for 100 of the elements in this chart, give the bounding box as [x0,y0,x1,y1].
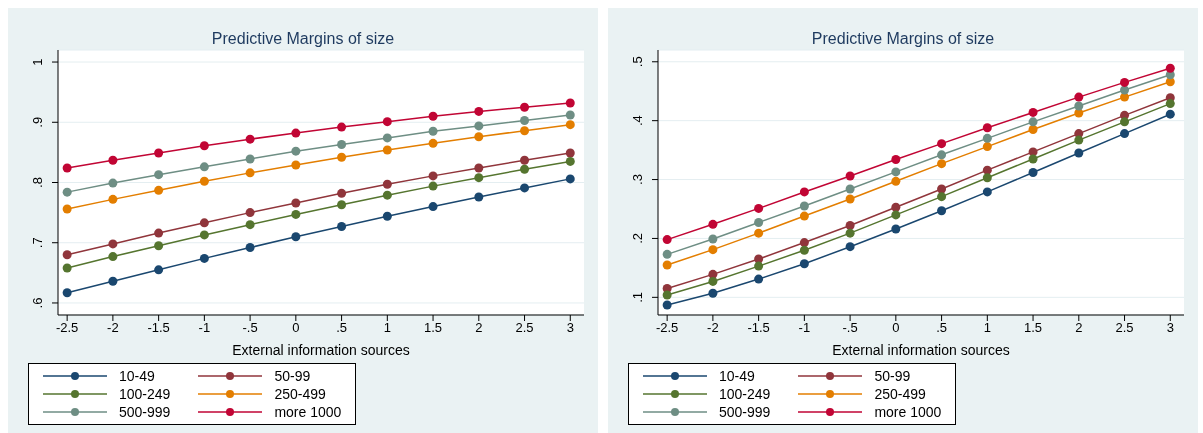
x-tick-label: 2.5 [515,320,534,336]
point [474,121,484,131]
x-tick-label: .5 [336,320,347,336]
point [62,263,72,273]
point [291,160,301,170]
point [199,218,209,228]
point [1074,101,1084,111]
point [845,171,855,181]
point [565,120,575,130]
x-tick-label: -1 [198,320,211,336]
legend-label: more 1000 [874,404,942,420]
point [108,252,118,262]
point [1074,92,1084,102]
point [154,241,164,251]
point [291,146,301,156]
point [62,250,72,260]
point [154,185,164,195]
point [520,155,530,165]
point [845,220,855,230]
x-tick-label: -1 [798,320,811,336]
point [982,133,992,143]
point [1074,135,1084,145]
legend-label: more 1000 [274,404,342,420]
point [982,173,992,183]
point [1028,125,1038,134]
point [1165,99,1175,109]
point [1028,117,1038,127]
point [1074,148,1084,158]
point [937,206,947,216]
point [1028,107,1038,117]
point [108,194,118,204]
point [382,211,392,221]
y-tick-label: .2 [630,233,645,244]
point [982,123,992,133]
point [382,117,392,127]
point [154,148,164,158]
point [428,138,438,148]
point [428,111,438,121]
point [382,133,392,143]
point [62,187,72,197]
point [845,242,855,252]
point [662,249,672,259]
point [291,232,301,242]
point [291,128,301,138]
point [520,126,530,136]
point [982,187,992,197]
point [474,106,484,116]
point [1028,167,1038,177]
point [199,253,209,263]
point [520,164,530,174]
point [565,148,575,158]
y-tick-label: .4 [630,115,645,127]
point [662,235,672,245]
y-tick-label: .7 [30,237,45,249]
point [108,276,118,286]
legend-label: 50-99 [274,368,311,384]
point [474,173,484,183]
x-tick-label: -2 [107,320,119,336]
x-tick-label: -2 [707,320,719,336]
point [520,102,530,112]
x-tick-label: 3 [1166,320,1174,336]
point [891,202,901,212]
point [708,245,718,255]
point [799,245,809,255]
point [62,204,72,214]
point [754,228,764,238]
point [754,274,764,284]
point [1120,129,1130,139]
x-tick-label: 1.5 [424,320,443,336]
legend-label: 500-999 [119,404,171,420]
point [291,209,301,219]
point [891,224,901,234]
x-axis-title: External information sources [832,342,1010,358]
point [799,187,809,197]
point [337,140,347,150]
point [1120,117,1130,127]
x-tick-label: 2.5 [1115,320,1134,336]
y-tick-label: .6 [30,297,45,309]
point [799,211,809,221]
point [337,122,347,132]
point [108,178,118,188]
point [1028,154,1038,164]
point [845,194,855,204]
point [62,163,72,173]
point [199,230,209,240]
point [108,239,118,249]
point [982,165,992,175]
point [845,228,855,238]
point [199,141,209,151]
point [754,218,764,228]
point [891,176,901,186]
point [799,238,809,248]
x-tick-label: 0 [292,320,300,336]
point [708,276,718,286]
legend-label: 100-249 [119,386,171,402]
point [154,265,164,275]
point [937,139,947,149]
point [108,155,118,165]
point [1165,109,1175,119]
x-tick-label: 1 [383,320,391,336]
